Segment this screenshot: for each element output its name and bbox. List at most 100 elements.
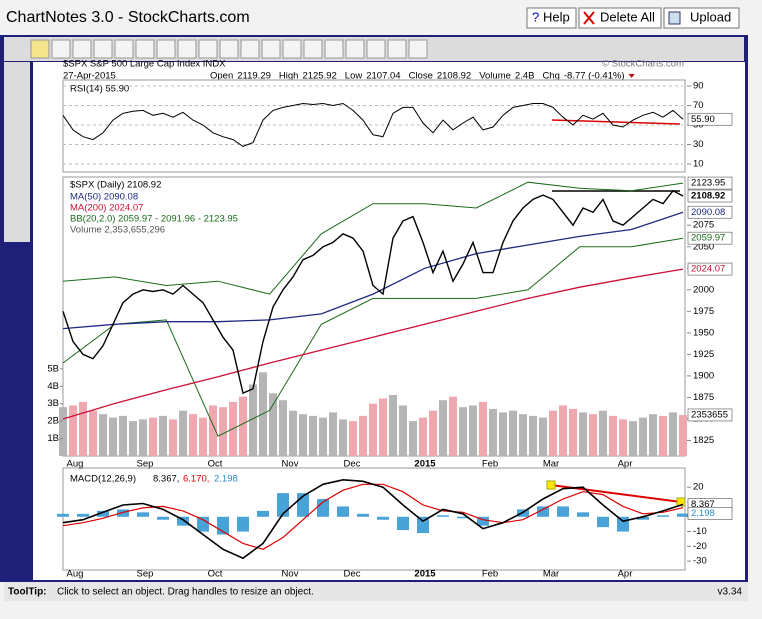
volume-bar xyxy=(479,401,487,456)
value-box-label: 55.90 xyxy=(691,114,715,125)
tool-button[interactable] xyxy=(51,39,71,59)
quote-value: 2119.29 xyxy=(237,71,271,82)
tool-button[interactable] xyxy=(366,39,386,59)
tool-button[interactable] xyxy=(282,39,302,59)
histogram-bar xyxy=(557,506,569,517)
volume-bar xyxy=(409,421,417,456)
value-box-label: 2090.08 xyxy=(691,207,725,218)
delete-all-label[interactable]: Delete All xyxy=(600,9,655,24)
volume-bar xyxy=(59,407,67,456)
tool-button[interactable] xyxy=(135,39,155,59)
tool-button[interactable] xyxy=(261,39,281,59)
volume-bar xyxy=(389,394,397,456)
upload-button[interactable]: Upload xyxy=(663,7,740,29)
upload-label[interactable]: Upload xyxy=(690,9,731,24)
histogram-bar xyxy=(397,516,409,531)
volume-bar xyxy=(339,419,347,456)
x-tick-label: 2015 xyxy=(414,569,436,580)
volume-bar xyxy=(599,410,607,456)
tool-button[interactable] xyxy=(156,39,176,59)
rsi-trendline[interactable] xyxy=(551,119,681,125)
bb-lower xyxy=(62,237,684,437)
volume-bar xyxy=(109,417,117,456)
volume-bar xyxy=(329,412,337,456)
histogram-bar xyxy=(77,513,89,517)
signal-legend-value: 6.170, xyxy=(183,474,209,485)
trendline-handle[interactable] xyxy=(546,480,556,490)
tool-button[interactable] xyxy=(240,39,260,59)
x-tick-label: Feb xyxy=(482,459,498,470)
tool-button[interactable] xyxy=(30,39,50,59)
volume-bar xyxy=(519,414,527,456)
y-tick-label: 20 xyxy=(693,482,704,493)
volume-bar xyxy=(419,417,427,456)
help-button-frame[interactable] xyxy=(526,7,577,29)
help-label[interactable]: Help xyxy=(543,9,570,24)
upload-frame[interactable] xyxy=(663,7,740,29)
volume-bar xyxy=(99,414,107,456)
tool-button[interactable] xyxy=(72,39,92,59)
help-button[interactable]: ? Help xyxy=(526,7,577,29)
x-tick-label: Mar xyxy=(543,569,559,580)
tool-button[interactable] xyxy=(303,39,323,59)
volume-bar xyxy=(469,405,477,456)
volume-bar xyxy=(679,415,687,456)
y-tick-label: 1950 xyxy=(693,327,714,338)
volume-bar xyxy=(319,417,327,456)
tool-button[interactable] xyxy=(114,39,134,59)
y-tick-label: 90 xyxy=(693,81,704,92)
date: 27-Apr-2015 xyxy=(63,71,116,82)
ma50-line xyxy=(62,211,684,330)
volume-bar xyxy=(79,401,87,456)
y-tick-label: 3B xyxy=(47,398,59,409)
macd-legend-value: 8.367, xyxy=(153,474,179,485)
tool-button[interactable] xyxy=(177,39,197,59)
volume-bar xyxy=(179,410,187,456)
tool-button[interactable] xyxy=(387,39,407,59)
volume-bar xyxy=(539,417,547,456)
volume-bar xyxy=(399,405,407,456)
volume-bar xyxy=(139,419,147,456)
volume-bar xyxy=(189,414,197,456)
volume-bar xyxy=(639,417,647,456)
status-bar xyxy=(4,582,748,601)
tool-button[interactable] xyxy=(219,39,239,59)
histogram-bar xyxy=(57,513,69,517)
delete-all-button[interactable]: Delete All xyxy=(578,7,662,29)
volume-bar xyxy=(379,398,387,456)
volume-bar xyxy=(609,415,617,456)
histogram-bar xyxy=(657,515,669,517)
quote-value: 2125.92 xyxy=(302,71,336,82)
x-tick-label: Aug xyxy=(67,569,84,580)
x-tick-label: Sep xyxy=(137,459,154,470)
price-legend: $SPX (Daily) 2108.92 xyxy=(70,180,161,191)
volume-bar xyxy=(449,396,457,456)
y-tick-label: 1875 xyxy=(693,392,714,403)
tool-button[interactable] xyxy=(345,39,365,59)
quote-label: Open xyxy=(210,71,233,82)
histogram-bar xyxy=(197,516,209,532)
tool-button[interactable] xyxy=(324,39,344,59)
help-icon: ? xyxy=(532,9,539,24)
tool-button[interactable] xyxy=(93,39,113,59)
volume-bar xyxy=(169,419,177,456)
x-tick-label: Nov xyxy=(282,569,299,580)
delete-all-frame[interactable] xyxy=(578,7,662,29)
quote-value: -8.77 (-0.41%) xyxy=(564,71,625,82)
bb-legend: BB(20,2.0) 2059.97 - 2091.96 - 2123.95 xyxy=(70,214,238,225)
histogram-bar xyxy=(537,506,549,517)
histogram-bar xyxy=(257,510,269,517)
volume-bar xyxy=(219,407,227,456)
upload-icon xyxy=(668,11,681,25)
value-box-label: 2059.97 xyxy=(691,233,725,244)
value-box-label: 2123.95 xyxy=(691,178,725,189)
y-tick-label: 70 xyxy=(693,100,704,111)
y-tick-label: 10 xyxy=(693,159,704,170)
tool-button[interactable] xyxy=(198,39,218,59)
value-box xyxy=(687,231,733,245)
tool-button[interactable] xyxy=(408,39,428,59)
histogram-bar xyxy=(677,513,689,517)
y-tick-label: 30 xyxy=(693,139,704,150)
